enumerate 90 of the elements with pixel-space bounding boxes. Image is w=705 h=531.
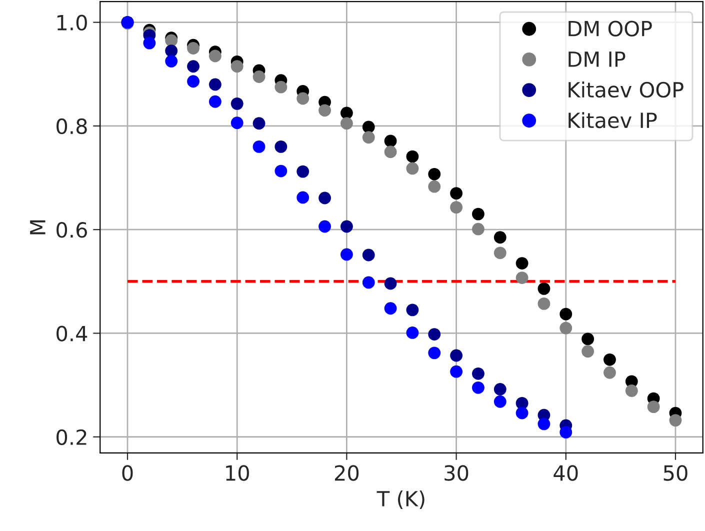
point — [340, 248, 353, 261]
point — [296, 165, 310, 178]
point — [472, 381, 484, 394]
point — [406, 304, 419, 316]
point — [165, 34, 178, 47]
point — [516, 272, 528, 284]
point — [252, 70, 266, 83]
x-tick-label: 50 — [664, 465, 688, 481]
y-tick-label: 0.6 — [56, 222, 87, 238]
point — [472, 208, 484, 220]
point — [538, 297, 550, 310]
point — [494, 231, 506, 244]
point — [625, 384, 638, 397]
x-tick-label: 10 — [226, 465, 249, 481]
legend-label: Kitaev OOP — [568, 82, 684, 98]
point — [560, 322, 572, 334]
x-tick-label: 20 — [334, 465, 359, 481]
point — [340, 220, 353, 233]
y-tick-label: 0.2 — [56, 429, 86, 446]
point — [669, 414, 682, 427]
point — [187, 60, 200, 73]
point — [252, 140, 266, 153]
point — [516, 406, 528, 420]
point — [384, 134, 397, 148]
point — [406, 150, 419, 163]
point — [582, 345, 594, 358]
point — [494, 395, 506, 408]
point — [494, 382, 506, 396]
point — [165, 54, 178, 68]
point — [428, 346, 441, 360]
point — [472, 367, 484, 380]
point — [187, 75, 200, 88]
x-tick-label: 0 — [122, 465, 133, 481]
point — [450, 201, 463, 214]
legend-label: Kitaev IP — [568, 112, 657, 128]
point — [560, 426, 572, 438]
point — [230, 116, 244, 130]
point — [362, 248, 375, 262]
point — [428, 168, 441, 180]
point — [340, 117, 353, 130]
point — [384, 146, 397, 158]
y-axis-title: M — [30, 220, 46, 234]
y-tick-label: 0.8 — [56, 118, 87, 134]
point — [538, 418, 550, 430]
point — [208, 95, 222, 108]
point — [143, 36, 156, 50]
point — [384, 302, 397, 315]
point — [428, 328, 441, 340]
point — [230, 60, 244, 73]
point — [582, 332, 594, 346]
point — [428, 180, 441, 193]
point — [647, 400, 660, 414]
point — [560, 308, 572, 320]
point — [274, 80, 288, 94]
point — [362, 120, 375, 134]
point — [296, 191, 310, 204]
point — [538, 282, 550, 295]
point — [274, 140, 288, 153]
point — [165, 44, 178, 58]
point — [450, 365, 463, 378]
point — [604, 353, 616, 366]
point — [362, 276, 375, 289]
point — [208, 78, 222, 91]
point — [406, 326, 419, 339]
x-tick-label: 40 — [554, 465, 578, 481]
point — [340, 106, 353, 120]
legend-label: DM OOP — [568, 20, 652, 36]
x-tick-label: 30 — [444, 465, 468, 481]
point — [362, 131, 375, 144]
point — [494, 246, 506, 260]
point — [296, 92, 310, 105]
point — [450, 349, 463, 362]
point — [187, 42, 200, 54]
point — [252, 117, 266, 130]
point — [208, 50, 222, 62]
point — [406, 162, 419, 175]
x-axis-title: T (K) — [376, 490, 424, 510]
point — [230, 97, 244, 110]
point — [604, 366, 616, 379]
point — [318, 192, 331, 204]
point — [516, 257, 528, 270]
point — [274, 164, 288, 178]
point — [318, 104, 331, 117]
legend-label: DM IP — [568, 52, 626, 67]
point — [384, 277, 397, 290]
point — [450, 187, 463, 200]
y-tick-label: 0.4 — [56, 326, 88, 342]
point — [318, 220, 331, 233]
y-tick-label: 1.0 — [57, 14, 87, 31]
point — [472, 222, 484, 236]
